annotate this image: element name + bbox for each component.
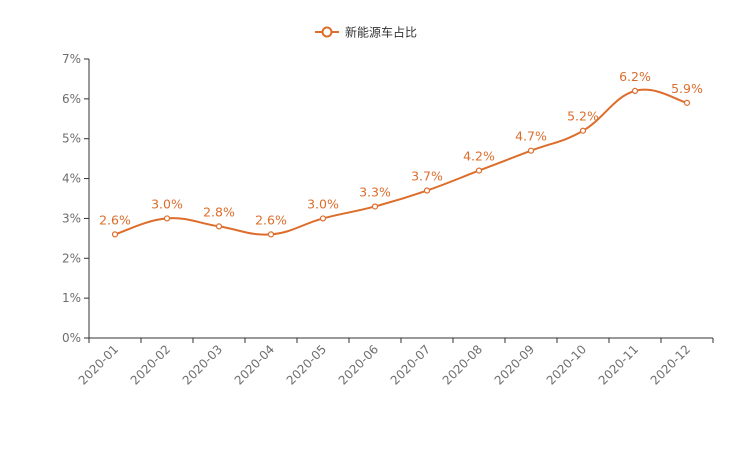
x-tick-label: 2020-10 <box>544 342 589 387</box>
data-point[interactable] <box>371 203 379 210</box>
data-point[interactable] <box>423 187 431 194</box>
legend-label: 新能源车占比 <box>345 25 417 40</box>
data-label: 5.2% <box>567 109 599 124</box>
x-tick-label: 2020-01 <box>76 342 121 387</box>
data-label: 4.7% <box>515 129 547 144</box>
data-point[interactable] <box>215 223 223 230</box>
x-tick-label: 2020-06 <box>336 342 381 387</box>
data-label: 3.0% <box>307 196 339 211</box>
x-tick-label: 2020-07 <box>388 342 433 387</box>
series-line <box>114 88 688 236</box>
y-tick-label: 6% <box>62 92 81 106</box>
legend-circle-icon <box>321 26 333 38</box>
data-label: 2.8% <box>203 204 235 219</box>
y-tick-label: 2% <box>62 251 81 265</box>
data-label: 5.9% <box>671 81 703 96</box>
series-line-group <box>114 88 688 236</box>
data-label: 6.2% <box>619 69 651 84</box>
y-tick-labels: 0% 1% 2% 3% 4% 5% 6% 7% <box>62 52 81 345</box>
data-point[interactable] <box>267 231 275 238</box>
data-point[interactable] <box>319 215 327 222</box>
x-tick-label: 2020-11 <box>596 342 641 387</box>
y-tick-label: 5% <box>62 132 81 146</box>
y-tick-label: 3% <box>62 211 81 225</box>
data-labels: 2.6% 3.0% 2.8% 2.6% 3.0% 3.3% 3.7% 4.2% 4.7% 5.2%… <box>99 69 703 227</box>
legend[interactable]: 新能源车占比 <box>315 25 417 40</box>
data-point[interactable] <box>475 167 483 174</box>
data-point[interactable] <box>527 147 535 154</box>
x-tick-label: 2020-03 <box>180 342 225 387</box>
data-label: 4.2% <box>463 149 495 164</box>
x-tick-label: 2020-04 <box>232 342 277 387</box>
data-point[interactable] <box>579 127 587 134</box>
y-tick-label: 4% <box>62 172 81 186</box>
y-tick-label: 0% <box>62 331 81 345</box>
x-tick-labels: 2020-01 2020-02 2020-03 2020-04 2020-05 2020-… <box>76 342 693 387</box>
data-label: 2.6% <box>99 212 131 227</box>
y-tick-label: 7% <box>62 52 81 66</box>
x-tick-label: 2020-12 <box>648 342 693 387</box>
data-label: 3.7% <box>411 169 443 184</box>
data-points <box>111 87 691 238</box>
data-point[interactable] <box>683 99 691 106</box>
data-point[interactable] <box>631 87 639 94</box>
data-point[interactable] <box>163 215 171 222</box>
x-tick-label: 2020-05 <box>284 342 329 387</box>
x-tick-label: 2020-09 <box>492 342 537 387</box>
y-tick-label: 1% <box>62 291 81 305</box>
axes <box>84 58 714 343</box>
x-tick-label: 2020-02 <box>128 342 173 387</box>
data-point[interactable] <box>111 231 119 238</box>
data-label: 3.0% <box>151 196 183 211</box>
x-tick-label: 2020-08 <box>440 342 485 387</box>
data-label: 3.3% <box>359 184 391 199</box>
data-label: 2.6% <box>255 212 287 227</box>
